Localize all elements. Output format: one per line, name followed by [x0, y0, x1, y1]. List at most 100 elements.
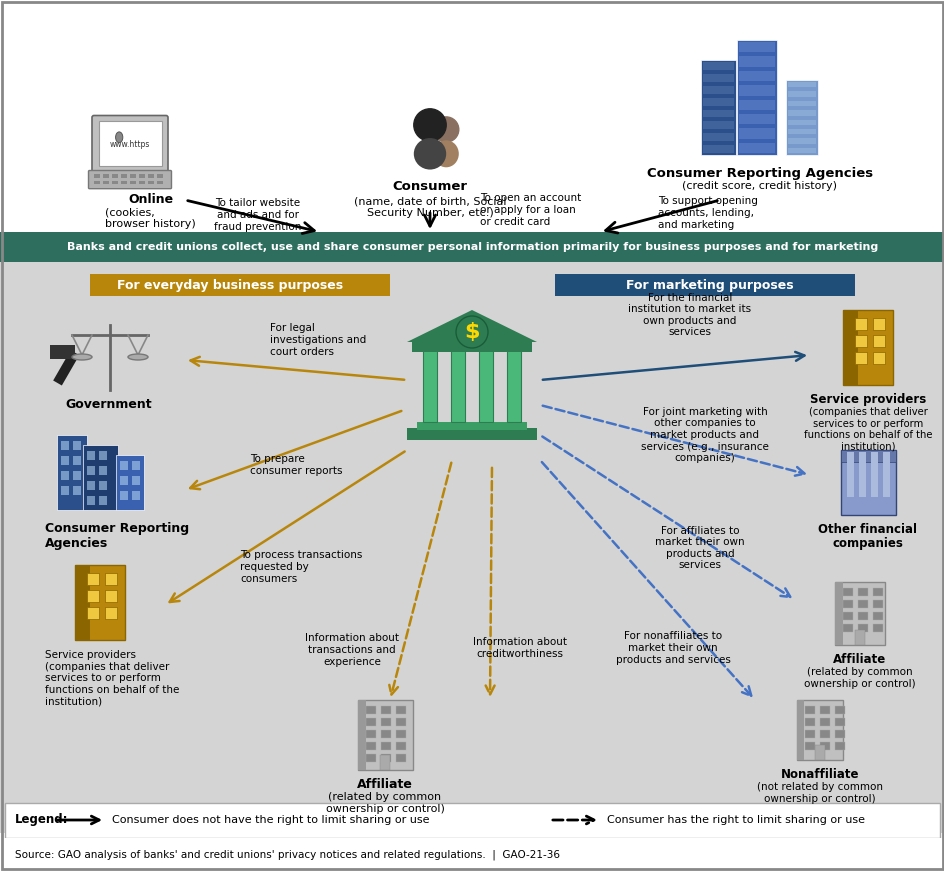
- Bar: [365, 754, 375, 762]
- Bar: [130, 180, 136, 184]
- Bar: [0, 262, 944, 833]
- FancyArrow shape: [554, 274, 854, 296]
- Bar: [132, 491, 140, 500]
- Bar: [73, 471, 81, 480]
- Bar: [105, 590, 117, 602]
- Text: Consumer: Consumer: [392, 180, 467, 193]
- Bar: [857, 452, 865, 497]
- Bar: [450, 350, 464, 422]
- Bar: [787, 101, 815, 106]
- Bar: [379, 755, 390, 770]
- Bar: [112, 180, 118, 184]
- Text: Nonaffiliate: Nonaffiliate: [780, 768, 858, 781]
- Bar: [75, 565, 125, 640]
- Bar: [98, 496, 107, 505]
- Bar: [0, 0, 944, 235]
- Bar: [157, 180, 163, 184]
- Bar: [701, 98, 733, 105]
- Text: Consumer Reporting
Agencies: Consumer Reporting Agencies: [45, 522, 189, 550]
- Bar: [554, 274, 854, 296]
- Circle shape: [413, 109, 446, 141]
- Bar: [872, 612, 883, 620]
- Bar: [87, 607, 99, 619]
- Bar: [803, 742, 814, 751]
- Bar: [842, 588, 852, 596]
- Circle shape: [456, 316, 487, 348]
- Bar: [854, 318, 866, 330]
- Bar: [87, 466, 94, 475]
- Bar: [872, 335, 885, 347]
- Bar: [818, 706, 829, 714]
- Bar: [357, 700, 365, 770]
- Bar: [57, 435, 87, 510]
- Bar: [103, 180, 110, 184]
- Bar: [93, 180, 100, 184]
- Bar: [818, 731, 829, 739]
- Bar: [105, 573, 117, 585]
- Text: Other financial: Other financial: [818, 523, 917, 536]
- Bar: [507, 350, 520, 422]
- Bar: [834, 742, 844, 751]
- Bar: [803, 706, 814, 714]
- Bar: [738, 85, 774, 96]
- Text: Service providers
(companies that deliver
services to or perform
functions on be: Service providers (companies that delive…: [45, 650, 179, 706]
- Text: (name, date of birth, Social
Security Number, etc.): (name, date of birth, Social Security Nu…: [353, 196, 506, 218]
- Bar: [787, 147, 815, 153]
- Bar: [738, 57, 774, 67]
- FancyArrow shape: [95, 274, 384, 296]
- Bar: [0, 838, 944, 871]
- Bar: [93, 174, 100, 178]
- Text: Information about
creditworthiness: Information about creditworthiness: [473, 638, 566, 658]
- Text: Source: GAO analysis of banks' and credit unions' privacy notices and related re: Source: GAO analysis of banks' and credi…: [15, 850, 560, 861]
- Bar: [701, 110, 733, 118]
- Bar: [854, 352, 866, 364]
- Text: For joint marketing with
other companies to
market products and
services (e.g., : For joint marketing with other companies…: [640, 407, 768, 463]
- Bar: [787, 82, 815, 87]
- Bar: [87, 481, 94, 490]
- Bar: [396, 706, 405, 714]
- Text: Online: Online: [127, 193, 173, 206]
- Bar: [132, 476, 140, 485]
- Bar: [120, 461, 127, 470]
- Bar: [785, 80, 818, 155]
- Bar: [98, 481, 107, 490]
- Bar: [50, 345, 75, 359]
- Bar: [120, 476, 127, 485]
- Bar: [365, 742, 375, 750]
- Bar: [787, 119, 815, 125]
- Bar: [98, 466, 107, 475]
- Bar: [87, 590, 99, 602]
- Text: To prepare
consumer reports: To prepare consumer reports: [250, 454, 342, 476]
- Text: For nonaffiliates to
market their own
products and services: For nonaffiliates to market their own pr…: [615, 631, 730, 665]
- Bar: [842, 310, 857, 385]
- Bar: [796, 700, 802, 760]
- Bar: [396, 730, 405, 738]
- Bar: [407, 428, 536, 440]
- Bar: [738, 114, 774, 125]
- Bar: [787, 129, 815, 134]
- Bar: [396, 754, 405, 762]
- Text: Service providers: Service providers: [809, 393, 925, 406]
- Bar: [842, 624, 852, 632]
- Bar: [854, 335, 866, 347]
- Bar: [857, 600, 868, 608]
- Bar: [701, 85, 733, 93]
- Bar: [839, 450, 895, 462]
- Text: Consumer has the right to limit sharing or use: Consumer has the right to limit sharing …: [606, 815, 864, 825]
- Bar: [857, 624, 868, 632]
- Text: Affiliate: Affiliate: [357, 778, 413, 791]
- Bar: [818, 719, 829, 726]
- Text: To tailor website
and ads and for
fraud prevention: To tailor website and ads and for fraud …: [214, 199, 301, 232]
- Bar: [121, 174, 127, 178]
- Bar: [872, 588, 883, 596]
- Bar: [73, 486, 81, 495]
- Bar: [423, 350, 436, 422]
- Bar: [854, 630, 864, 645]
- Bar: [396, 718, 405, 726]
- Bar: [75, 565, 90, 640]
- FancyBboxPatch shape: [89, 171, 171, 189]
- Text: To process transactions
requested by
consumers: To process transactions requested by con…: [240, 550, 362, 584]
- Text: companies: companies: [832, 537, 902, 550]
- Bar: [139, 180, 145, 184]
- Bar: [839, 450, 895, 515]
